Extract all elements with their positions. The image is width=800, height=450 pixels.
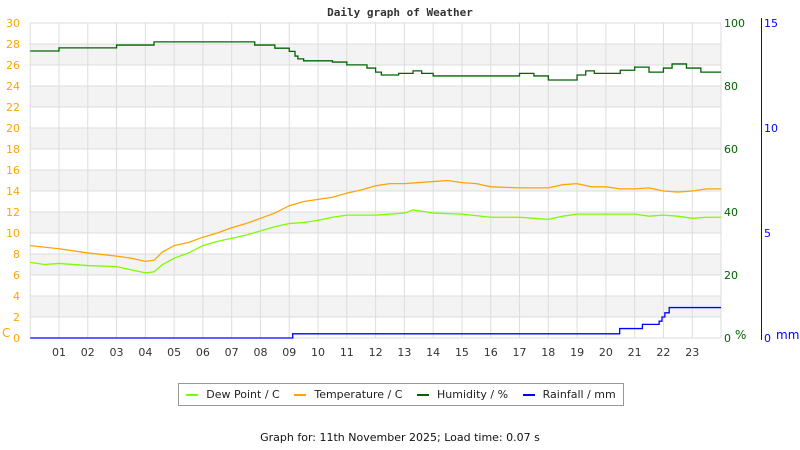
x-axis-tick-label: 04 [138,346,152,359]
series-line-temperature [30,179,721,263]
x-axis-tick-label: 17 [513,346,527,359]
left-axis-tick-label: 30 [6,17,20,30]
left-axis-tick-label: 4 [13,290,20,303]
x-axis-tick-label: 06 [196,346,210,359]
x-axis-tick-label: 22 [656,346,670,359]
series-line-dew [30,209,721,274]
legend: Dew Point / C Temperature / C Humidity /… [178,383,624,406]
left-axis-tick-label: 22 [6,101,20,114]
rain-axis-tick-label: 15 [764,17,778,30]
rain-axis-tick-label: 5 [764,227,771,240]
x-axis-tick-label: 05 [167,346,181,359]
humidity-axis-tick-label: 60 [724,143,738,156]
left-axis-tick-label: 6 [13,269,20,282]
x-axis-tick-label: 13 [397,346,411,359]
footer-status: Graph for: 11th November 2025; Load time… [260,431,540,444]
legend-item-dew-point: Dew Point / C [186,388,280,401]
left-axis-tick-label: 10 [6,227,20,240]
legend-item-rainfall: Rainfall / mm [522,388,616,401]
x-axis-tick-label: 07 [225,346,239,359]
x-axis-tick-label: 14 [426,346,440,359]
humidity-axis-tick-label: 0 [724,332,731,345]
humidity-axis-tick-label: 20 [724,269,738,282]
legend-swatch [522,394,535,396]
left-axis-tick-label: 12 [6,206,20,219]
x-axis-tick-label: 03 [110,346,124,359]
left-axis-unit: C [2,326,10,340]
left-axis-tick-label: 20 [6,122,20,135]
legend-swatch [294,394,307,396]
rain-axis-tick-label: 10 [764,122,778,135]
x-axis-tick-label: 09 [282,346,296,359]
legend-item-humidity: Humidity / % [417,388,508,401]
left-axis-tick-label: 24 [6,80,20,93]
x-axis-tick-label: 12 [369,346,383,359]
x-axis-tick-label: 02 [81,346,95,359]
humidity-axis-tick-label: 40 [724,206,738,219]
humidity-axis-tick-label: 100 [724,17,745,30]
legend-swatch [186,394,199,396]
rain-axis-unit: mm [776,328,799,342]
left-axis-tick-label: 14 [6,185,20,198]
x-axis-tick-label: 20 [599,346,613,359]
left-axis-tick-label: 18 [6,143,20,156]
x-axis-tick-label: 19 [570,346,584,359]
x-axis-tick-label: 18 [541,346,555,359]
humidity-axis-unit: % [735,328,746,342]
legend-item-temperature: Temperature / C [294,388,402,401]
legend-swatch [417,394,430,396]
x-axis-tick-label: 15 [455,346,469,359]
left-axis-tick-label: 26 [6,59,20,72]
x-axis-tick-label: 01 [52,346,66,359]
humidity-axis-tick-label: 80 [724,80,738,93]
left-axis-tick-label: 0 [13,332,20,345]
x-axis-tick-label: 21 [628,346,642,359]
chart-title: Daily graph of Weather [327,6,473,19]
x-axis-tick-label: 23 [685,346,699,359]
series-line-humidity [30,41,721,81]
left-axis-tick-label: 16 [6,164,20,177]
x-axis-tick-label: 16 [484,346,498,359]
rain-axis-tick-label: 0 [764,332,771,345]
left-axis-tick-label: 8 [13,248,20,261]
left-axis-tick-label: 2 [13,311,20,324]
left-axis-tick-label: 28 [6,38,20,51]
x-axis-tick-label: 08 [253,346,267,359]
series-line-rainfall [30,306,721,339]
x-axis-tick-label: 11 [340,346,354,359]
x-axis-tick-label: 10 [311,346,325,359]
